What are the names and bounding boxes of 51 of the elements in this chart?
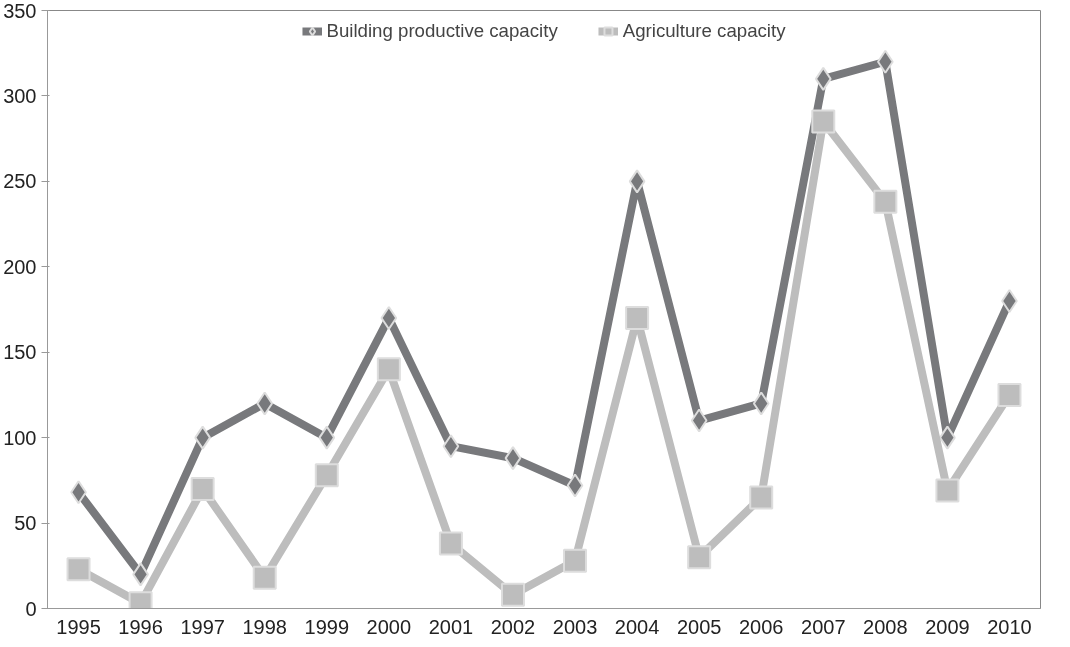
point bbox=[376, 357, 401, 382]
y-tick-label: 100 bbox=[3, 426, 37, 449]
point bbox=[625, 306, 650, 331]
point bbox=[504, 446, 522, 471]
legend-label: Agriculture capacity bbox=[622, 20, 786, 42]
y-tick-label: 150 bbox=[3, 341, 37, 364]
x-tick-label: 2002 bbox=[490, 615, 536, 638]
legend-label: Building productive capacity bbox=[326, 20, 558, 42]
x-tick-label: 2006 bbox=[738, 615, 784, 638]
point bbox=[935, 478, 960, 503]
x-tick-label: 1997 bbox=[180, 615, 225, 638]
y-tick-label: 50 bbox=[14, 512, 37, 535]
x-tick-label: 2001 bbox=[428, 615, 474, 638]
point bbox=[318, 425, 336, 450]
x-tick-label: 2010 bbox=[987, 615, 1032, 638]
point bbox=[500, 582, 525, 607]
y-tick-label: 200 bbox=[3, 255, 37, 278]
x-tick-label: 1996 bbox=[118, 615, 163, 638]
point bbox=[749, 485, 774, 510]
point bbox=[563, 548, 588, 573]
x-tick-label: 2004 bbox=[614, 615, 660, 638]
x-tick-label: 2007 bbox=[801, 615, 846, 638]
point bbox=[687, 545, 712, 570]
y-tick-label: 350 bbox=[3, 0, 37, 22]
x-tick-label: 2005 bbox=[676, 615, 722, 638]
x-tick-label: 2008 bbox=[863, 615, 908, 638]
point bbox=[814, 66, 832, 91]
point bbox=[314, 463, 339, 488]
point bbox=[438, 531, 463, 556]
y-tick-label: 0 bbox=[25, 597, 37, 620]
point bbox=[190, 476, 215, 501]
point bbox=[256, 391, 274, 416]
point bbox=[811, 109, 836, 134]
point bbox=[628, 169, 646, 194]
x-tick-label: 2009 bbox=[925, 615, 970, 638]
x-tick-label: 1998 bbox=[242, 615, 287, 638]
x-tick-label: 2000 bbox=[366, 615, 412, 638]
point bbox=[566, 473, 584, 498]
point bbox=[380, 306, 398, 331]
point bbox=[442, 434, 460, 459]
x-tick-label: 2003 bbox=[552, 615, 598, 638]
point bbox=[752, 391, 770, 416]
point bbox=[66, 557, 91, 582]
point bbox=[690, 408, 708, 433]
x-tick-label: 1995 bbox=[56, 615, 101, 638]
point bbox=[252, 565, 277, 590]
x-tick-label: 1999 bbox=[304, 615, 350, 638]
point bbox=[873, 189, 898, 214]
y-tick-label: 300 bbox=[3, 84, 37, 107]
point bbox=[997, 382, 1022, 407]
y-tick-label: 250 bbox=[3, 170, 37, 193]
